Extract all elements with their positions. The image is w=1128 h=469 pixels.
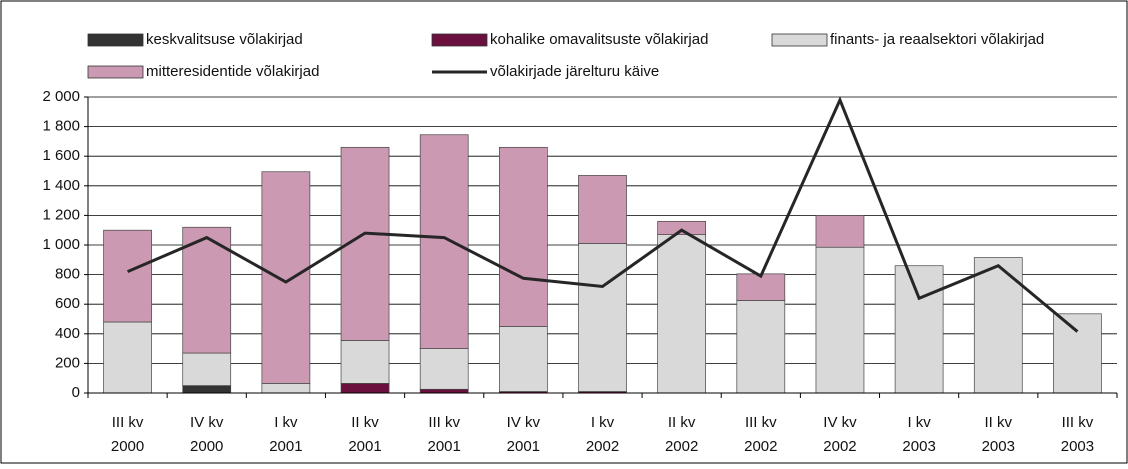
x-tick-label: I kv [591, 414, 615, 431]
bar [419, 134, 469, 349]
legend-label: keskvalitsuse võlakirjad [146, 31, 303, 48]
x-tick-label: IV kv [823, 414, 857, 431]
y-tick-label: 1 800 [42, 118, 80, 135]
y-tick-label: 1 200 [42, 206, 80, 223]
bar [261, 171, 311, 384]
bar [182, 385, 232, 394]
y-tick-label: 1 600 [42, 147, 80, 164]
x-tick-label: 2002 [665, 438, 698, 455]
legend-label: võlakirjade järelturu käive [490, 63, 659, 80]
x-tick-label: 2000 [190, 438, 223, 455]
bar [103, 229, 152, 323]
x-tick-label: II kv [668, 414, 696, 431]
y-tick-label: 1 400 [42, 177, 80, 194]
legend-label: mitteresidentide võlakirjad [146, 63, 319, 80]
bar [657, 220, 707, 235]
x-tick-label: III kv [112, 414, 144, 431]
x-tick-label: III kv [745, 414, 777, 431]
y-tick-label: 2 000 [42, 88, 80, 105]
x-tick-label: 2000 [111, 438, 144, 455]
bar [419, 388, 469, 394]
line [126, 96, 1079, 333]
legend-swatch [771, 33, 828, 47]
bar [578, 175, 627, 244]
bar [578, 243, 627, 392]
legend-swatch [87, 33, 144, 47]
bar [419, 348, 469, 390]
bar [736, 273, 786, 301]
x-tick-label: IV kv [190, 414, 224, 431]
bar [498, 146, 548, 327]
x-tick-label: 2001 [348, 438, 381, 455]
x-tick-label: 2003 [982, 438, 1015, 455]
x-tick-label: 2001 [507, 438, 540, 455]
bar [1053, 313, 1102, 394]
bar [894, 265, 944, 394]
x-tick-label: 2002 [586, 438, 619, 455]
legend-label: kohalike omavalitsuste võlakirjad [490, 31, 708, 48]
bar [340, 340, 390, 384]
x-tick-label: 2001 [269, 438, 302, 455]
x-tick-label: 2002 [823, 438, 856, 455]
bar [103, 321, 152, 394]
x-tick-label: 2001 [428, 438, 461, 455]
bar [498, 326, 548, 392]
bar [815, 246, 865, 394]
x-tick-label: I kv [907, 414, 931, 431]
x-tick-label: 2002 [744, 438, 777, 455]
y-tick-label: 1 000 [42, 236, 80, 253]
bar [261, 383, 311, 394]
x-tick-label: II kv [985, 414, 1013, 431]
y-tick-label: 600 [55, 295, 80, 312]
bar [340, 383, 390, 394]
x-tick-label: 2003 [902, 438, 935, 455]
y-tick-label: 800 [55, 266, 80, 283]
bar [815, 215, 865, 248]
legend-label: finants- ja reaalsektori võlakirjad [830, 31, 1044, 48]
x-tick-label: II kv [351, 414, 379, 431]
legend-swatch [431, 33, 488, 47]
legend-swatch [87, 65, 144, 79]
y-tick-label: 200 [55, 354, 80, 371]
bar [182, 352, 232, 386]
x-tick-label: I kv [274, 414, 298, 431]
x-tick-label: 2003 [1061, 438, 1094, 455]
y-tick-label: 400 [55, 325, 80, 342]
y-tick-label: 0 [72, 384, 80, 401]
x-tick-label: III kv [428, 414, 460, 431]
bar [736, 300, 786, 394]
bar [657, 234, 707, 394]
x-tick-label: III kv [1062, 414, 1094, 431]
x-tick-label: IV kv [507, 414, 541, 431]
